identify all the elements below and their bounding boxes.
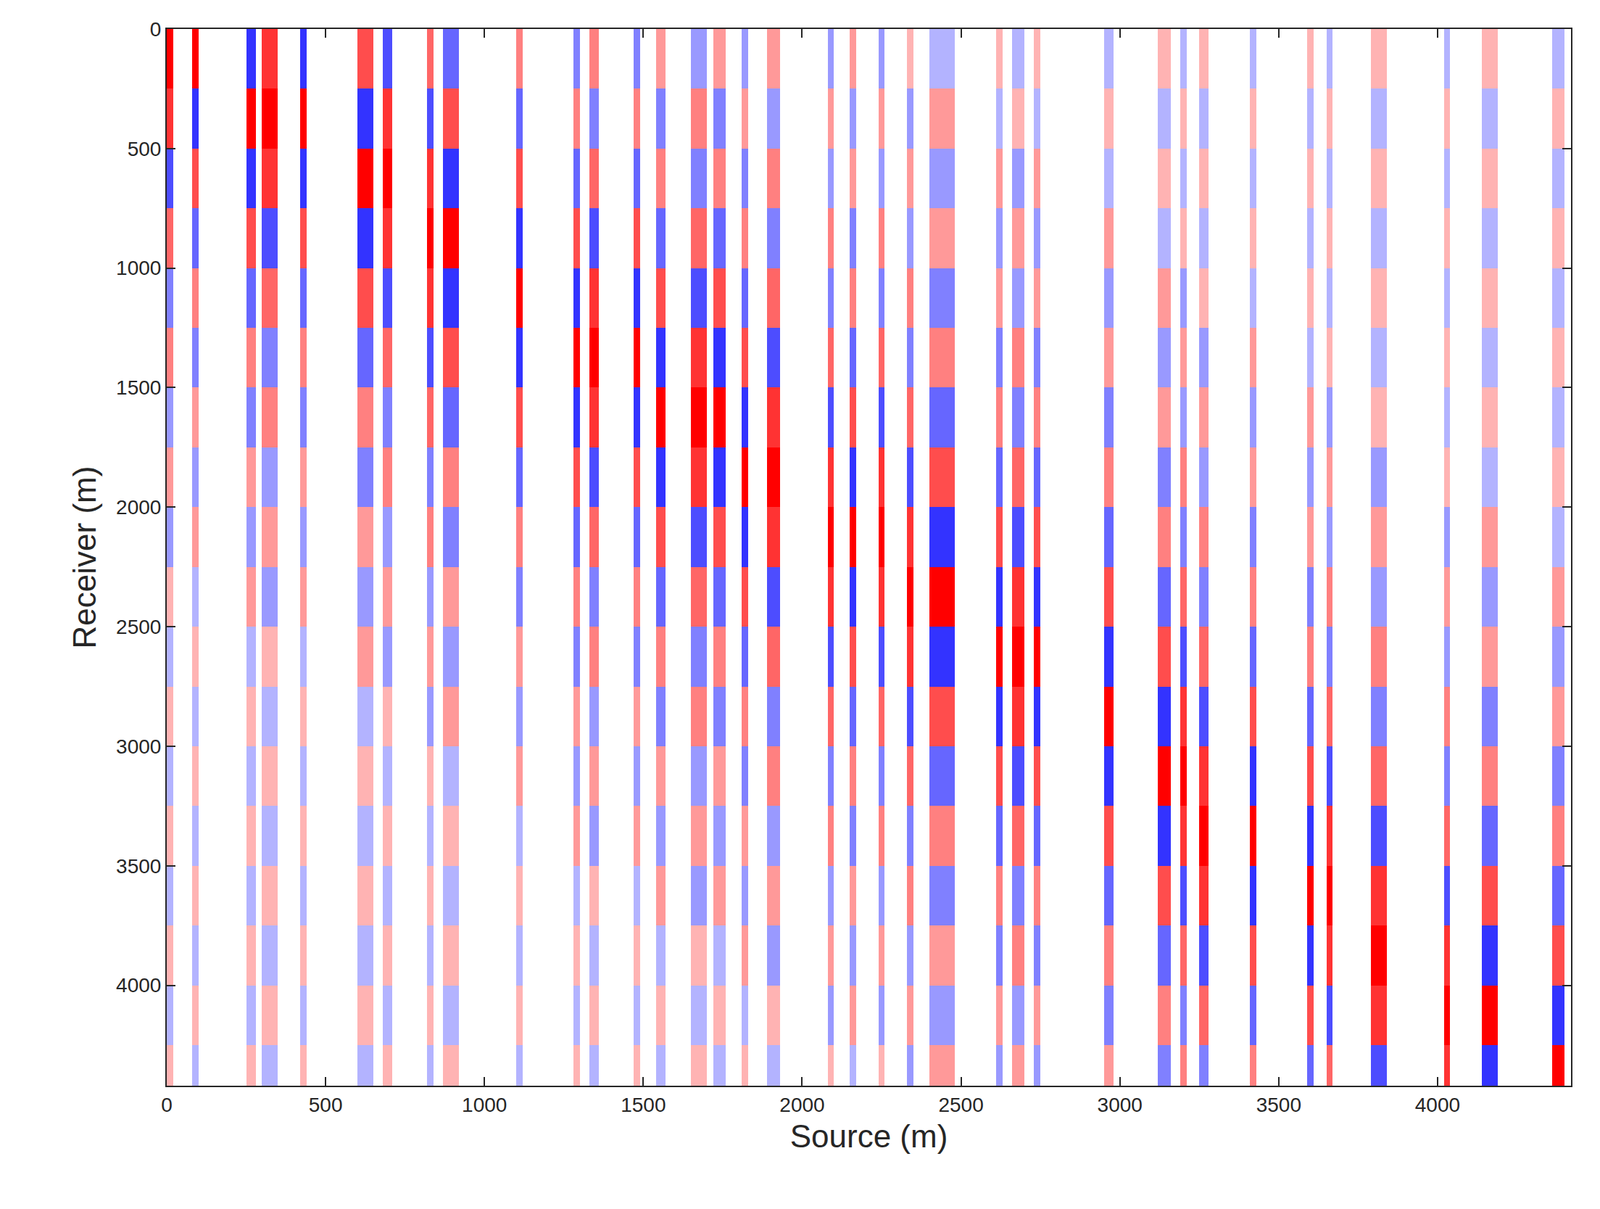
svg-text:Source (m): Source (m)	[790, 1117, 949, 1154]
svg-text:3500: 3500	[115, 854, 161, 878]
svg-text:2500: 2500	[115, 615, 161, 638]
svg-text:0: 0	[160, 1093, 173, 1116]
svg-text:Receiver (m): Receiver (m)	[66, 466, 103, 649]
svg-text:1500: 1500	[620, 1093, 666, 1116]
svg-text:1500: 1500	[115, 376, 161, 399]
svg-text:3000: 3000	[1097, 1093, 1143, 1116]
svg-text:2000: 2000	[115, 495, 161, 519]
svg-text:1000: 1000	[115, 256, 161, 280]
svg-text:2000: 2000	[779, 1093, 825, 1116]
svg-text:1000: 1000	[461, 1093, 507, 1116]
svg-text:500: 500	[127, 137, 162, 161]
svg-text:3000: 3000	[115, 735, 161, 758]
svg-text:500: 500	[308, 1093, 343, 1116]
svg-text:4000: 4000	[115, 973, 161, 997]
svg-text:2500: 2500	[938, 1093, 984, 1116]
svg-text:0: 0	[150, 18, 162, 41]
svg-text:4000: 4000	[1415, 1093, 1461, 1116]
svg-text:3500: 3500	[1256, 1093, 1302, 1116]
